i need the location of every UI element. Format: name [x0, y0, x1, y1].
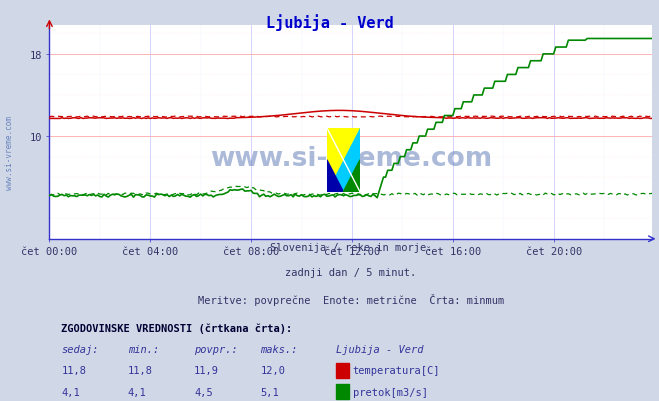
Text: 5,1: 5,1 [260, 387, 279, 397]
Text: Slovenija / reke in morje.: Slovenija / reke in morje. [270, 242, 432, 252]
Text: www.si-vreme.com: www.si-vreme.com [5, 115, 14, 189]
Text: sedaj:: sedaj: [61, 344, 99, 354]
Text: Ljubija - Verd: Ljubija - Verd [336, 344, 423, 354]
Text: 11,8: 11,8 [61, 365, 86, 375]
Text: Meritve: povprečne  Enote: metrične  Črta: minmum: Meritve: povprečne Enote: metrične Črta:… [198, 293, 504, 305]
Text: www.si-vreme.com: www.si-vreme.com [210, 145, 492, 171]
Text: povpr.:: povpr.: [194, 344, 238, 354]
Text: 12,0: 12,0 [260, 365, 285, 375]
Bar [336, 363, 349, 378]
Text: temperatura[C]: temperatura[C] [353, 365, 440, 375]
Text: 11,9: 11,9 [194, 365, 219, 375]
Bar [336, 385, 349, 399]
Text: 4,5: 4,5 [194, 387, 213, 397]
Text: 4,1: 4,1 [61, 387, 80, 397]
Text: min.:: min.: [128, 344, 159, 354]
Text: 4,1: 4,1 [128, 387, 146, 397]
Text: pretok[m3/s]: pretok[m3/s] [353, 387, 428, 397]
Text: Ljubija - Verd: Ljubija - Verd [266, 14, 393, 31]
Text: maks.:: maks.: [260, 344, 298, 354]
Text: ZGODOVINSKE VREDNOSTI (črtkana črta):: ZGODOVINSKE VREDNOSTI (črtkana črta): [61, 323, 293, 333]
Text: 11,8: 11,8 [128, 365, 153, 375]
Text: zadnji dan / 5 minut.: zadnji dan / 5 minut. [285, 267, 416, 277]
